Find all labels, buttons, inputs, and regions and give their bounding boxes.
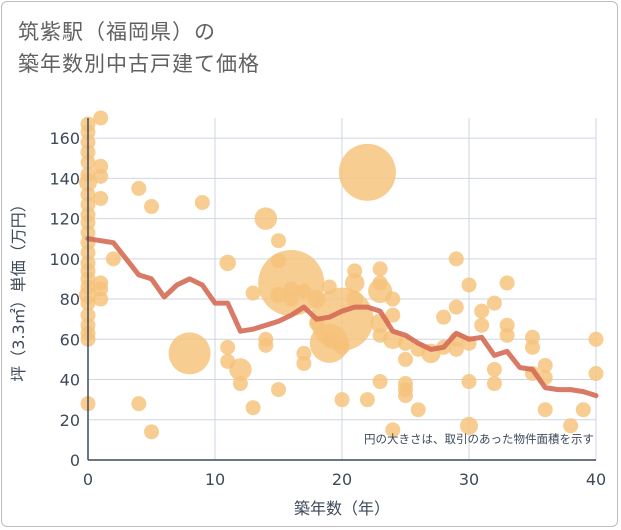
data-bubble: [254, 207, 278, 230]
x-tick-label: 0: [83, 470, 93, 489]
data-bubble: [398, 351, 413, 367]
data-bubble: [588, 331, 604, 347]
data-bubble: [321, 331, 337, 347]
y-tick-label: 0: [70, 451, 80, 470]
chart-title-line-2: 築年数別中古戸建て価格: [18, 52, 260, 76]
data-bubble: [410, 402, 426, 418]
data-bubble: [93, 110, 109, 126]
data-bubble: [385, 307, 401, 323]
data-bubble: [486, 295, 502, 311]
data-bubble: [461, 277, 477, 293]
data-bubble: [372, 374, 388, 390]
data-bubble: [245, 400, 261, 416]
data-bubble: [563, 418, 579, 434]
data-bubble: [220, 339, 236, 355]
data-bubble: [271, 253, 286, 269]
data-bubble: [461, 374, 477, 390]
y-tick-label: 40: [60, 371, 80, 390]
data-bubble: [344, 273, 365, 293]
data-bubble: [131, 396, 147, 412]
data-bubble: [258, 337, 274, 353]
chart-title: 筑紫駅（福岡県）の 築年数別中古戸建て価格: [18, 16, 260, 80]
data-bubble: [436, 309, 452, 325]
data-bubble: [575, 402, 591, 418]
x-tick-label: 30: [459, 470, 479, 489]
data-bubble: [194, 194, 210, 210]
data-bubble: [372, 327, 388, 343]
y-tick-label: 80: [60, 290, 80, 309]
data-bubble: [525, 339, 540, 355]
data-bubble: [347, 263, 363, 279]
data-bubble: [474, 317, 490, 333]
data-bubble: [283, 291, 299, 307]
tick-labels: 0 10 20 30 40 0 20 40 60 80 100 120 140 160: [49, 129, 606, 489]
data-bubble: [271, 233, 286, 249]
y-axis-label: 坪（3.3㎡）単価（万円）: [9, 196, 28, 381]
data-bubble: [93, 168, 109, 184]
data-bubble: [460, 416, 478, 435]
data-bubble: [588, 365, 604, 381]
data-bubble: [219, 254, 236, 272]
average-price-line: [85, 236, 599, 399]
data-bubble: [499, 275, 515, 291]
y-tick-label: 120: [49, 210, 80, 229]
data-bubble: [296, 283, 312, 299]
data-bubble: [144, 424, 159, 440]
y-tick-label: 60: [60, 330, 80, 349]
data-bubble: [385, 291, 401, 307]
data-bubble: [359, 392, 375, 408]
data-bubble: [448, 251, 464, 267]
data-bubble: [144, 199, 159, 215]
data-bubble: [398, 388, 413, 404]
data-bubble: [307, 290, 326, 309]
data-bubble: [334, 339, 350, 355]
data-bubble: [296, 355, 312, 371]
x-tick-label: 40: [586, 470, 606, 489]
data-bubble: [271, 382, 286, 398]
data-bubble: [321, 279, 337, 295]
axes: [87, 118, 596, 461]
data-bubble: [537, 357, 553, 373]
data-bubble: [220, 353, 236, 369]
data-bubble: [334, 392, 350, 408]
data-bubble: [131, 180, 147, 196]
data-bubble: [448, 341, 464, 357]
y-tick-label: 140: [49, 169, 80, 188]
data-bubble: [486, 376, 502, 392]
bubble-size-note: 円の大きさは、取引のあった物件面積を示す: [364, 432, 594, 446]
data-bubble: [93, 291, 109, 307]
x-tick-label: 20: [332, 470, 352, 489]
data-bubble: [448, 299, 464, 315]
bubble-layer: [79, 110, 604, 440]
y-tick-label: 20: [60, 411, 80, 430]
y-tick-label: 160: [49, 129, 80, 148]
y-tick-label: 100: [49, 250, 80, 269]
data-bubble: [270, 286, 287, 304]
data-bubble: [499, 327, 515, 343]
data-bubble: [372, 275, 388, 291]
data-bubble: [474, 303, 490, 319]
data-bubble: [338, 143, 396, 201]
trend-line-layer: [85, 236, 599, 399]
data-bubble: [385, 422, 401, 438]
data-bubble: [168, 332, 211, 375]
data-bubble: [537, 402, 553, 418]
x-tick-label: 10: [205, 470, 225, 489]
data-bubble: [346, 290, 363, 308]
data-bubble: [232, 376, 248, 392]
data-bubble: [245, 285, 261, 301]
x-axis-label: 築年数（年）: [294, 499, 390, 518]
chart-title-line-1: 筑紫駅（福岡県）の: [18, 20, 216, 44]
data-bubble: [486, 361, 502, 377]
data-bubble: [105, 251, 121, 267]
data-bubble: [93, 190, 109, 206]
data-bubble: [372, 261, 388, 277]
